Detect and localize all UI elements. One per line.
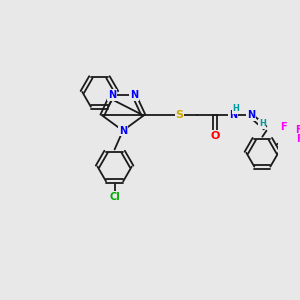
Text: F: F — [296, 134, 300, 144]
Text: H: H — [259, 119, 266, 128]
Text: N: N — [247, 110, 255, 121]
Text: O: O — [211, 131, 220, 141]
Text: Cl: Cl — [109, 192, 120, 202]
Text: F: F — [280, 122, 286, 132]
Text: N: N — [119, 126, 127, 136]
Text: S: S — [176, 110, 184, 121]
Text: N: N — [130, 90, 138, 100]
Text: N: N — [108, 90, 116, 100]
Text: F: F — [296, 124, 300, 135]
Text: H: H — [233, 104, 239, 113]
Text: N: N — [229, 110, 237, 121]
